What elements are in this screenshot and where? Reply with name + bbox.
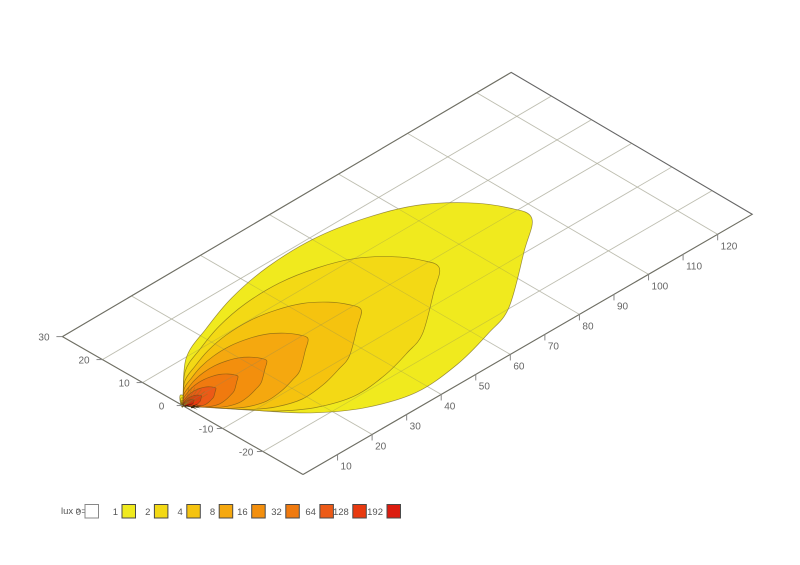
svg-text:64: 64	[305, 507, 316, 518]
svg-text:80: 80	[582, 321, 594, 332]
svg-text:16: 16	[237, 507, 248, 518]
svg-text:lux >=: lux >=	[61, 506, 87, 517]
svg-text:2: 2	[145, 507, 150, 518]
svg-text:120: 120	[721, 241, 738, 252]
svg-text:60: 60	[513, 361, 525, 372]
svg-text:20: 20	[79, 356, 91, 367]
svg-text:192: 192	[367, 507, 383, 518]
svg-text:50: 50	[479, 381, 491, 392]
svg-text:10: 10	[119, 379, 131, 390]
svg-text:4: 4	[178, 507, 183, 518]
svg-text:20: 20	[375, 441, 387, 452]
svg-text:30: 30	[38, 333, 50, 344]
svg-text:110: 110	[686, 261, 702, 272]
svg-text:32: 32	[271, 507, 282, 518]
svg-text:100: 100	[652, 281, 669, 292]
svg-text:0: 0	[76, 507, 81, 518]
svg-text:-10: -10	[199, 425, 214, 436]
svg-text:-20: -20	[239, 448, 254, 459]
svg-text:90: 90	[617, 301, 629, 312]
svg-text:70: 70	[548, 341, 560, 352]
svg-text:30: 30	[410, 421, 422, 432]
svg-text:1: 1	[113, 507, 118, 518]
svg-text:8: 8	[210, 507, 215, 518]
svg-text:40: 40	[444, 401, 456, 412]
svg-text:0: 0	[159, 402, 165, 413]
svg-text:128: 128	[333, 507, 349, 518]
svg-text:10: 10	[341, 461, 353, 472]
